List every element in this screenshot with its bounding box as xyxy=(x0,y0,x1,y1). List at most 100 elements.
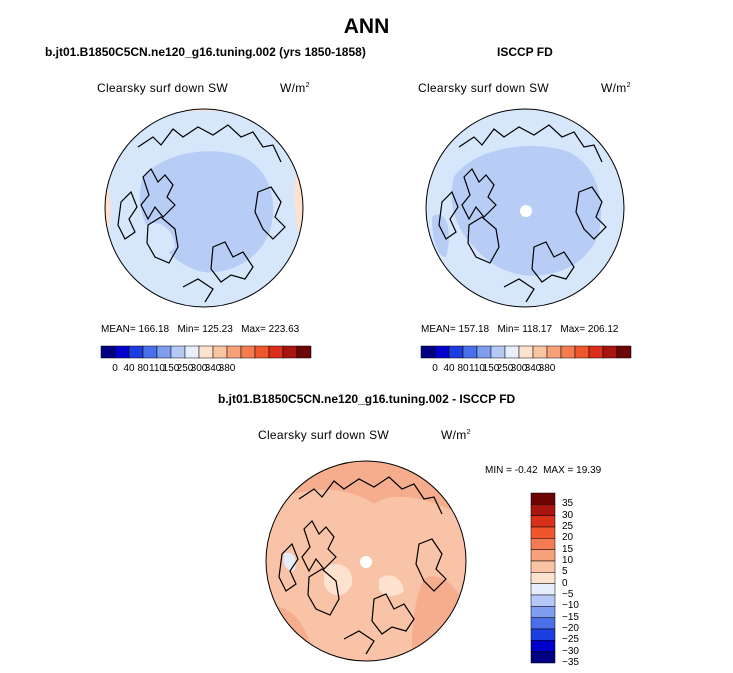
panel-2-variable-label: Clearsky surf down SW xyxy=(418,81,549,95)
colorbar-swatch xyxy=(504,345,520,359)
colorbar-tick-label: 40 xyxy=(443,363,455,374)
colorbar-tick-label: 300 xyxy=(510,363,528,374)
colorbar-swatch xyxy=(240,345,256,359)
colorbar-swatch xyxy=(226,345,242,359)
colorbar-swatch xyxy=(530,526,556,539)
panel-2-units: W/m2 xyxy=(601,81,631,95)
colorbar-tick-label: 10 xyxy=(562,555,574,566)
colorbar-tick-label: −5 xyxy=(562,589,574,600)
colorbar-swatch xyxy=(530,628,556,641)
panel-2-polar-map xyxy=(425,108,625,308)
colorbar-tick-label: 80 xyxy=(137,363,149,374)
panel-1-polar-map xyxy=(104,108,304,308)
colorbar-tick-label: 110 xyxy=(149,363,165,374)
panel-1-units: W/m2 xyxy=(280,81,310,95)
colorbar-swatch xyxy=(184,345,200,359)
colorbar-tick-label: 150 xyxy=(482,363,500,374)
panel-1-coastlines xyxy=(117,124,286,303)
panel-3-colorbar xyxy=(530,492,556,664)
panel-1-warm-edge-left xyxy=(105,177,111,247)
colorbar-swatch xyxy=(574,345,590,359)
colorbar-swatch xyxy=(156,345,172,359)
page-title: ANN xyxy=(343,15,390,38)
colorbar-tick-label: 250 xyxy=(176,363,194,374)
colorbar-tick-label: −25 xyxy=(562,634,579,646)
colorbar-swatch xyxy=(546,345,562,359)
colorbar-tick-label: 380 xyxy=(218,363,236,374)
colorbar-swatch xyxy=(128,345,144,359)
colorbar-swatch xyxy=(530,560,556,573)
panel-3-stats: MIN = -0.42 MAX = 19.39 xyxy=(485,465,602,476)
colorbar-swatch xyxy=(420,345,436,359)
colorbar-swatch xyxy=(530,538,556,550)
panel-3-coastlines xyxy=(278,476,447,655)
colorbar-swatch xyxy=(530,549,556,562)
colorbar-swatch xyxy=(518,345,534,359)
colorbar-swatch xyxy=(530,492,556,505)
panel-1-greenland-field xyxy=(145,223,175,254)
panel-2-stats: MEAN= 157.18 Min= 118.17 Max= 206.12 xyxy=(421,324,619,335)
colorbar-tick-label: 300 xyxy=(190,363,208,374)
colorbar-swatch xyxy=(530,617,556,630)
colorbar-swatch xyxy=(462,345,478,359)
colorbar-swatch xyxy=(530,504,556,516)
colorbar-tick-label: 110 xyxy=(469,363,485,374)
colorbar-swatch xyxy=(616,345,632,359)
colorbar-swatch xyxy=(114,345,130,359)
colorbar-tick-label: 0 xyxy=(432,363,438,374)
colorbar-tick-label: 250 xyxy=(496,363,514,374)
colorbar-swatch xyxy=(530,515,556,528)
panel-3-colorbar-ticks: 35 30 25 20 15 10 5 0 −5 −10 −15 −20 −25 −30 −35 xyxy=(562,493,602,668)
colorbar-tick-label: 15 xyxy=(562,543,574,555)
colorbar-tick-label: −35 xyxy=(562,657,579,668)
colorbar-swatch xyxy=(530,640,556,652)
colorbar-tick-label: 150 xyxy=(162,363,180,374)
colorbar-tick-label: −20 xyxy=(562,623,579,634)
panel-2-coastlines xyxy=(438,124,607,303)
panel-2-ice-region-left xyxy=(432,214,449,257)
colorbar-swatch xyxy=(296,345,312,359)
panel-2-title: ISCCP FD xyxy=(497,45,553,59)
colorbar-tick-label: 80 xyxy=(457,363,469,374)
colorbar-tick-label: 0 xyxy=(562,577,568,589)
colorbar-tick-label: −30 xyxy=(562,645,579,657)
colorbar-swatch xyxy=(532,345,548,359)
panel-3-variable-label: Clearsky surf down SW xyxy=(258,428,389,442)
colorbar-tick-label: −10 xyxy=(562,600,579,612)
colorbar-swatch xyxy=(434,345,450,359)
colorbar-tick-label: 40 xyxy=(123,363,135,374)
colorbar-swatch xyxy=(530,572,556,584)
panel-2-colorbar-ticks: 0 40 80 110 150 250 300 340 380 xyxy=(421,363,631,375)
colorbar-tick-label: 25 xyxy=(562,521,574,532)
colorbar-swatch xyxy=(602,345,618,359)
colorbar-swatch xyxy=(476,345,492,359)
panel-1-variable-label: Clearsky surf down SW xyxy=(97,81,228,95)
colorbar-swatch xyxy=(530,651,556,664)
panel-3-units: W/m2 xyxy=(441,428,471,442)
colorbar-swatch xyxy=(254,345,270,359)
colorbar-swatch xyxy=(198,345,214,359)
colorbar-swatch xyxy=(560,345,576,359)
colorbar-swatch xyxy=(448,345,464,359)
colorbar-tick-label: 0 xyxy=(112,363,118,374)
panel-3-polar-gap xyxy=(360,556,372,568)
colorbar-tick-label: 340 xyxy=(204,363,222,374)
colorbar-swatch xyxy=(268,345,284,359)
colorbar-swatch xyxy=(142,345,158,359)
panel-2-map-border xyxy=(425,108,625,308)
colorbar-tick-label: 5 xyxy=(562,566,568,578)
colorbar-swatch xyxy=(588,345,604,359)
colorbar-swatch xyxy=(212,345,228,359)
panel-1-map-border xyxy=(104,108,304,308)
panel-3-title: b.jt01.B1850C5CN.ne120_g16.tuning.002 - … xyxy=(218,392,516,406)
colorbar-swatch xyxy=(170,345,186,359)
colorbar-tick-label: 380 xyxy=(538,363,556,374)
colorbar-swatch xyxy=(530,606,556,618)
colorbar-swatch xyxy=(282,345,298,359)
colorbar-tick-label: 340 xyxy=(524,363,542,374)
colorbar-swatch xyxy=(100,345,116,359)
colorbar-swatch xyxy=(530,583,556,596)
panel-1-title: b.jt01.B1850C5CN.ne120_g16.tuning.002 (y… xyxy=(45,45,366,59)
colorbar-tick-label: −15 xyxy=(562,611,579,623)
colorbar-tick-label: 20 xyxy=(562,532,574,544)
